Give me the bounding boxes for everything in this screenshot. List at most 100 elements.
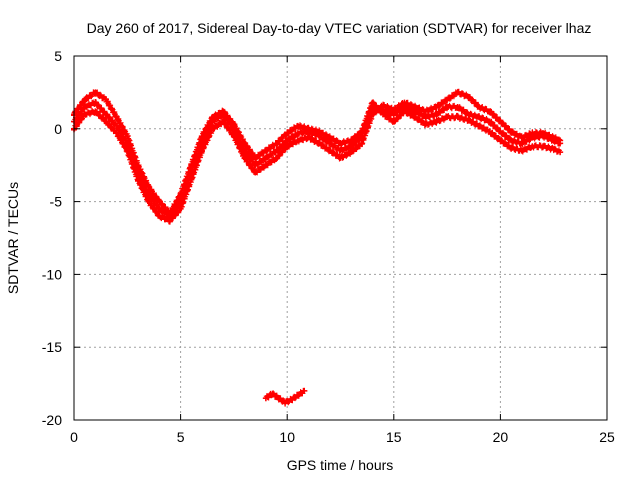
data-point [454,103,461,110]
data-point [401,99,408,106]
y-tick-label: 0 [54,121,62,137]
data-point [288,396,295,403]
x-tick-label: 15 [386,429,402,445]
y-tick-label: -20 [42,412,62,428]
data-point [156,213,163,220]
y-axis-title: SDTVAR / TECUs [5,182,21,294]
data-point [134,162,141,169]
data-point [156,198,163,205]
data-point [177,191,184,198]
data-point [348,137,355,144]
data-point [209,125,216,132]
data-point [177,205,184,212]
data-point [497,137,504,144]
data-point [497,118,504,125]
data-point [380,111,387,118]
data-point [166,210,173,217]
chart-title: Day 260 of 2017, Sidereal Day-to-day VTE… [87,20,592,36]
data-point [518,134,525,141]
data-point [230,133,237,140]
data-point [465,93,472,100]
data-point [273,140,280,147]
data-point [252,169,259,176]
data-point [454,89,461,96]
data-point [252,154,259,161]
data-point [380,102,387,109]
data-point [412,103,419,110]
y-tick-label: -15 [42,339,62,355]
data-point [337,154,344,161]
data-point [422,108,429,115]
data-point [273,147,280,154]
data-point [557,149,564,156]
grid-layer [74,56,607,420]
data-point [508,137,515,144]
data-point [348,149,355,156]
y-tick-label: -5 [50,194,63,210]
data-point [188,162,195,169]
y-tick-label: 5 [54,48,62,64]
data-layer [71,88,564,407]
data-point [486,108,493,115]
data-point [497,128,504,135]
data-point [412,114,419,121]
data-point [476,122,483,129]
series-track-3 [71,89,564,217]
data-point [134,176,141,183]
data-point [358,140,365,147]
data-point [518,140,525,147]
data-point [454,114,461,121]
data-point [422,121,429,128]
x-axis-title: GPS time / hours [287,457,394,473]
data-point [262,395,269,402]
data-point [301,387,308,394]
data-point [275,395,282,402]
x-tick-label: 20 [493,429,509,445]
data-point [390,118,397,125]
data-point [294,137,301,144]
data-point [433,111,440,118]
data-point [476,114,483,121]
data-point [220,108,227,115]
data-point [444,114,451,121]
x-tick-label: 10 [279,429,295,445]
data-point [337,147,344,154]
data-point [433,103,440,110]
data-point [92,108,99,115]
data-point [326,140,333,147]
data-point [113,130,120,137]
data-point [433,118,440,125]
data-point [369,99,376,106]
data-point [294,130,301,137]
data-point [529,130,536,137]
data-point [294,122,301,129]
data-point [102,118,109,125]
series-track-2 [71,88,564,225]
data-point [337,140,344,147]
data-point [113,114,120,121]
data-point [262,162,269,169]
data-point [92,99,99,106]
data-point [284,130,291,137]
data-point [508,128,515,135]
data-point [465,111,472,118]
data-point [81,103,88,110]
data-point [294,392,301,399]
data-point [557,137,564,144]
data-point [316,140,323,147]
data-point [81,96,88,103]
data-point [220,118,227,125]
data-point [401,108,408,115]
data-point [145,184,152,191]
data-point [486,118,493,125]
data-point [273,154,280,161]
data-point [550,134,557,141]
data-point [282,399,289,406]
data-point [326,134,333,141]
data-point [486,128,493,135]
data-point [316,128,323,135]
x-tick-label: 25 [599,429,615,445]
x-tick-label: 5 [177,429,185,445]
data-point [92,89,99,96]
